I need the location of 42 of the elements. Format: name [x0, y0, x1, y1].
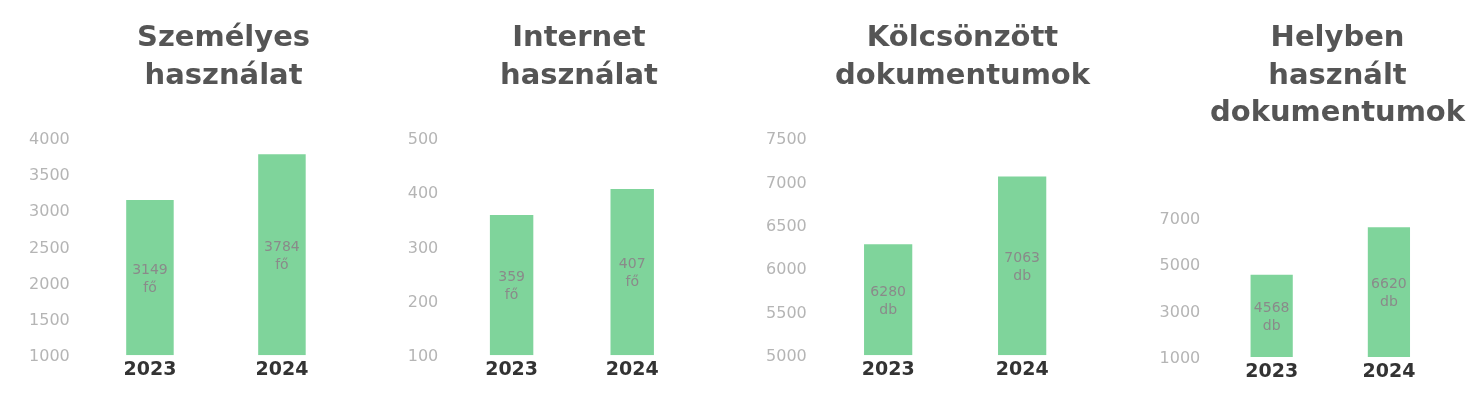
- chart-title: Kölcsönzött dokumentumok: [835, 19, 1091, 91]
- y-tick-label: 3000: [1159, 301, 1201, 321]
- data-label: 359 fő: [498, 268, 525, 303]
- chart-title: Internet használat: [500, 19, 659, 91]
- y-tick-label: 2500: [29, 237, 70, 257]
- chart-title: Személyes használat: [137, 19, 311, 91]
- x-tick-label: 2023: [123, 357, 177, 380]
- y-tick-label: 100: [407, 345, 439, 365]
- y-tick-label: 2000: [29, 273, 70, 293]
- x-tick-label: 2023: [485, 357, 539, 380]
- y-tick-label: 5500: [766, 302, 807, 322]
- data-label: 3149 fő: [132, 260, 168, 295]
- y-tick-label: 1000: [29, 345, 70, 365]
- data-label: 4568 db: [1253, 298, 1290, 333]
- y-tick-label: 300: [407, 237, 439, 257]
- y-tick-label: 7500: [766, 129, 807, 149]
- x-tick-label: 2024: [995, 357, 1049, 380]
- y-tick-label: 400: [407, 183, 439, 203]
- y-tick-label: 3500: [29, 165, 70, 185]
- y-tick-label: 200: [407, 291, 439, 311]
- y-tick-label: 1000: [1159, 347, 1201, 367]
- y-tick-label: 5000: [766, 345, 807, 365]
- y-tick-label: 1500: [29, 309, 70, 329]
- y-tick-label: 7000: [1159, 209, 1201, 229]
- data-label: 7063 db: [1004, 248, 1040, 283]
- x-tick-label: 2023: [861, 357, 915, 380]
- x-tick-label: 2024: [1362, 359, 1416, 382]
- data-label: 407 fő: [618, 255, 646, 290]
- x-tick-label: 2024: [605, 357, 659, 380]
- y-tick-label: 4000: [29, 129, 70, 149]
- y-tick-label: 5000: [1159, 255, 1201, 275]
- chart-title: Helyben használt dokumentumok: [1210, 19, 1466, 129]
- y-tick-label: 7000: [766, 172, 807, 192]
- y-tick-label: 3000: [29, 201, 70, 221]
- y-tick-label: 6000: [766, 259, 807, 279]
- data-label: 3784 fő: [264, 237, 300, 272]
- y-tick-label: 500: [407, 129, 439, 149]
- y-tick-label: 6500: [766, 215, 807, 235]
- data-label: 6280 db: [870, 282, 906, 317]
- data-label: 6620 db: [1371, 275, 1407, 310]
- x-tick-label: 2023: [1245, 359, 1299, 382]
- x-tick-label: 2024: [255, 357, 309, 380]
